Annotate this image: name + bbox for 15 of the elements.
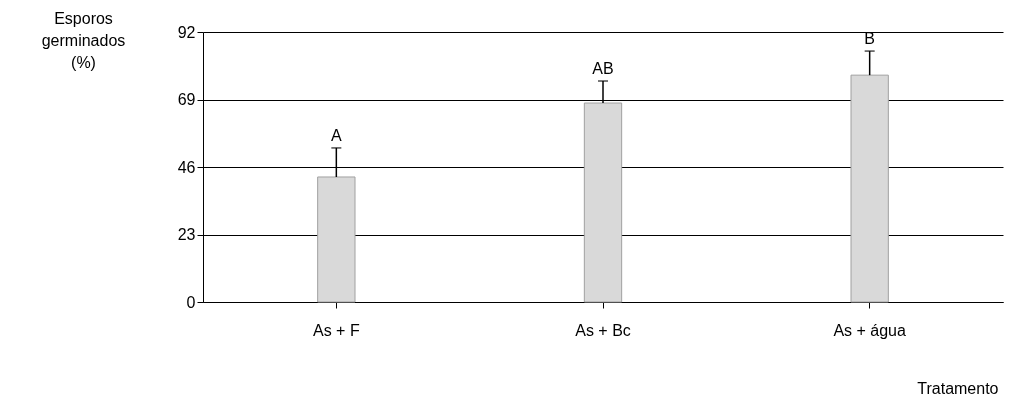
y-tick-label: 46 [177,158,196,176]
y-tick-label: 92 [177,23,196,41]
y-tick-label: 0 [186,293,196,311]
x-axis-title: Tratamento [917,379,999,397]
y-tick-label: 23 [177,226,196,243]
bar [583,102,623,303]
annotation: A [331,126,342,144]
x-tick-label: As + F [312,321,360,339]
annotation: AB [592,60,614,78]
x-tick-label: As + água [833,321,907,339]
y-axis-title: Esporos germinados (%) [41,9,126,71]
x-tick-label: As + Bc [575,321,631,339]
y-tick-label: 69 [177,91,196,108]
bar [850,74,889,303]
bar [317,176,356,303]
